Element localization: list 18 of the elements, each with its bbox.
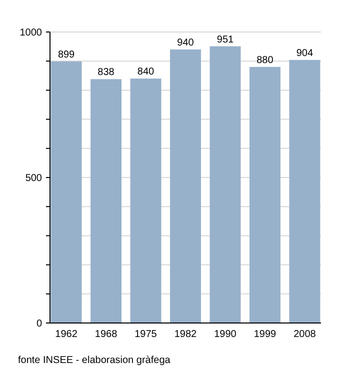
data-label: 904 <box>296 48 314 59</box>
data-label: 838 <box>98 67 115 78</box>
x-tick-label: 2008 <box>294 329 316 340</box>
data-label: 840 <box>137 66 155 78</box>
y-tick-label: 1000 <box>20 28 42 38</box>
data-label: 940 <box>177 37 194 48</box>
data-label: 880 <box>256 54 274 66</box>
x-tick-label: 1968 <box>94 329 118 340</box>
x-tick-label: 1982 <box>174 329 198 340</box>
x-tick-label: 1962 <box>55 329 78 340</box>
x-tick-label: 1990 <box>214 329 237 340</box>
data-label: 951 <box>216 34 234 46</box>
x-tick-label: 1975 <box>134 329 158 340</box>
data-label: 899 <box>58 49 76 60</box>
y-tick-label: 0 <box>36 318 42 330</box>
source-note: fonte INSEE - elaborasion gràfega <box>18 355 171 366</box>
y-tick-label: 500 <box>25 173 42 184</box>
x-tick-label: 1999 <box>254 329 277 340</box>
